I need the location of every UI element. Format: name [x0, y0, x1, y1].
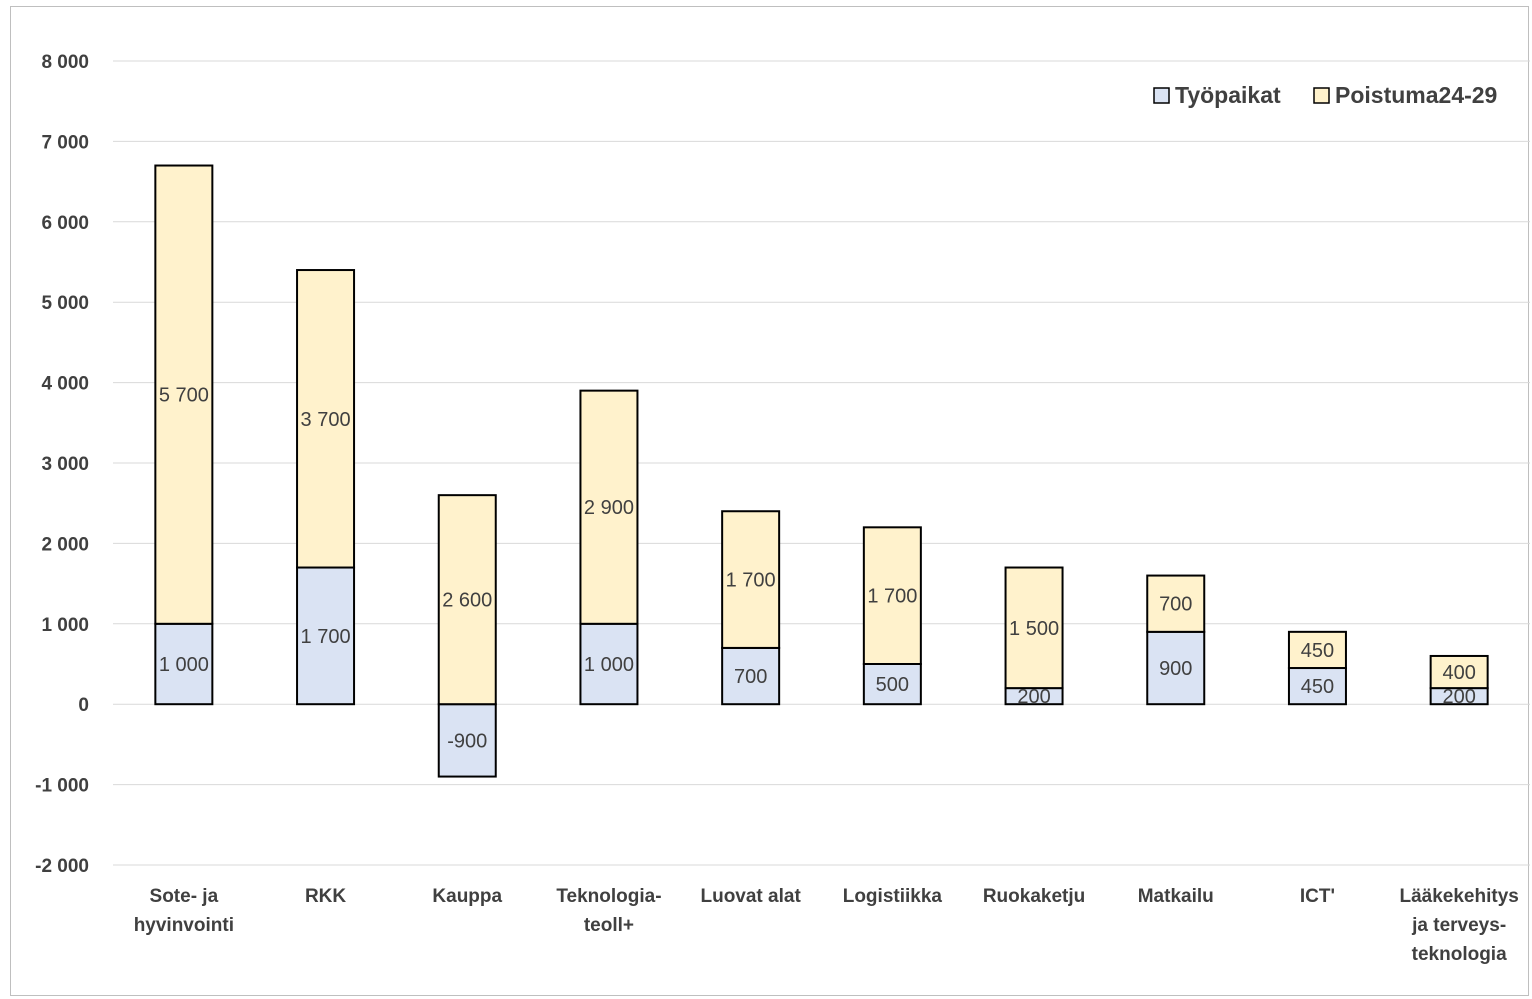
data-label-poistuma: 1 500: [1009, 618, 1059, 640]
y-tick-label: -2 000: [35, 856, 89, 877]
data-label-tyopaikat: -900: [447, 730, 487, 752]
bar-poistuma: [437, 494, 497, 706]
data-label-tyopaikat: 500: [876, 674, 909, 696]
x-category-label: Lääkekehitys: [1399, 886, 1518, 907]
data-label-poistuma: 700: [1159, 594, 1192, 616]
data-labels: 1 000 5 700 1 700 3 700 -900 2 600 1 000 2 900 7…: [159, 385, 1476, 753]
y-tick-label: 0: [78, 695, 89, 716]
bar-poistuma: [862, 526, 922, 665]
data-label-poistuma: 2 600: [442, 590, 492, 612]
bar-tyopaikat: [1146, 630, 1206, 706]
x-category-label: Sote- ja: [150, 886, 219, 907]
bar-poistuma: [1004, 566, 1064, 690]
data-label-tyopaikat: 450: [1301, 676, 1334, 698]
data-label-tyopaikat: 1 700: [301, 626, 351, 648]
y-tick-label: 2 000: [41, 534, 89, 555]
chart-frame: [10, 6, 1529, 996]
bars: [154, 164, 1489, 778]
data-label-tyopaikat: 700: [734, 666, 767, 688]
bar-tyopaikat: [1287, 667, 1347, 706]
legend-label-poistuma: Poistuma24-29: [1335, 82, 1497, 108]
y-tick-label: 3 000: [41, 454, 89, 475]
x-category-label: Kauppa: [432, 886, 502, 907]
data-label-poistuma: 3 700: [301, 409, 351, 431]
bar-tyopaikat: [721, 646, 781, 706]
y-tick-label: 6 000: [41, 213, 89, 234]
data-label-poistuma: 5 700: [159, 385, 209, 407]
legend-label-tyopaikat: Työpaikat: [1175, 82, 1281, 108]
data-label-poistuma: 400: [1442, 662, 1475, 684]
data-label-poistuma: 1 700: [867, 586, 917, 608]
bar-poistuma: [1429, 654, 1489, 690]
y-axis-ticks: 8 000 7 000 6 000 5 000 4 000 3 000 2 000 1 000…: [35, 52, 89, 877]
x-category-label: Matkailu: [1138, 886, 1214, 907]
bar-tyopaikat: [862, 663, 922, 706]
bar-poistuma: [296, 269, 356, 569]
x-category-label: Teknologia-: [556, 886, 661, 907]
y-tick-label: 7 000: [41, 132, 89, 153]
x-axis-categories: Sote- ja hyvinvointi RKK Kauppa Teknologia-t…: [134, 886, 1519, 965]
legend-swatch-poistuma: [1313, 87, 1330, 104]
bar-poistuma: [154, 164, 214, 625]
legend-swatch-tyopaikat: [1153, 87, 1170, 104]
x-category-label: teoll+: [584, 915, 634, 936]
data-label-tyopaikat: 200: [1017, 686, 1050, 708]
x-category-label: Ruokaketju: [983, 886, 1085, 907]
bar-poistuma: [721, 510, 781, 649]
x-category-label: RKK: [305, 886, 346, 907]
bar-poistuma: [1287, 630, 1347, 670]
y-tick-label: 4 000: [41, 374, 89, 395]
x-category-label: Luovat alat: [700, 886, 801, 907]
legend: Työpaikat Poistuma24-29: [1153, 82, 1497, 108]
x-category-label: hyvinvointi: [134, 915, 234, 936]
data-label-tyopaikat: 1 000: [159, 654, 209, 676]
data-label-tyopaikat: 1 000: [584, 654, 634, 676]
y-tick-label: 1 000: [41, 615, 89, 636]
data-label-poistuma: 1 700: [726, 570, 776, 592]
data-label-tyopaikat: 900: [1159, 658, 1192, 680]
x-category-label: Logistiikka: [843, 886, 943, 907]
bar-poistuma: [579, 389, 639, 625]
y-tick-label: 5 000: [41, 293, 89, 314]
y-tick-label: 8 000: [41, 52, 89, 73]
x-category-label: ICT': [1300, 886, 1335, 907]
bar-poistuma: [1146, 574, 1206, 633]
data-label-poistuma: 450: [1301, 640, 1334, 662]
bar-tyopaikat: [154, 622, 214, 706]
data-label-poistuma: 2 900: [584, 497, 634, 519]
x-category-label: teknologia: [1412, 944, 1507, 965]
y-tick-label: -1 000: [35, 776, 89, 797]
data-label-tyopaikat: 200: [1442, 686, 1475, 708]
bar-tyopaikat: [296, 566, 356, 706]
x-category-label: ja terveys-: [1411, 915, 1506, 936]
